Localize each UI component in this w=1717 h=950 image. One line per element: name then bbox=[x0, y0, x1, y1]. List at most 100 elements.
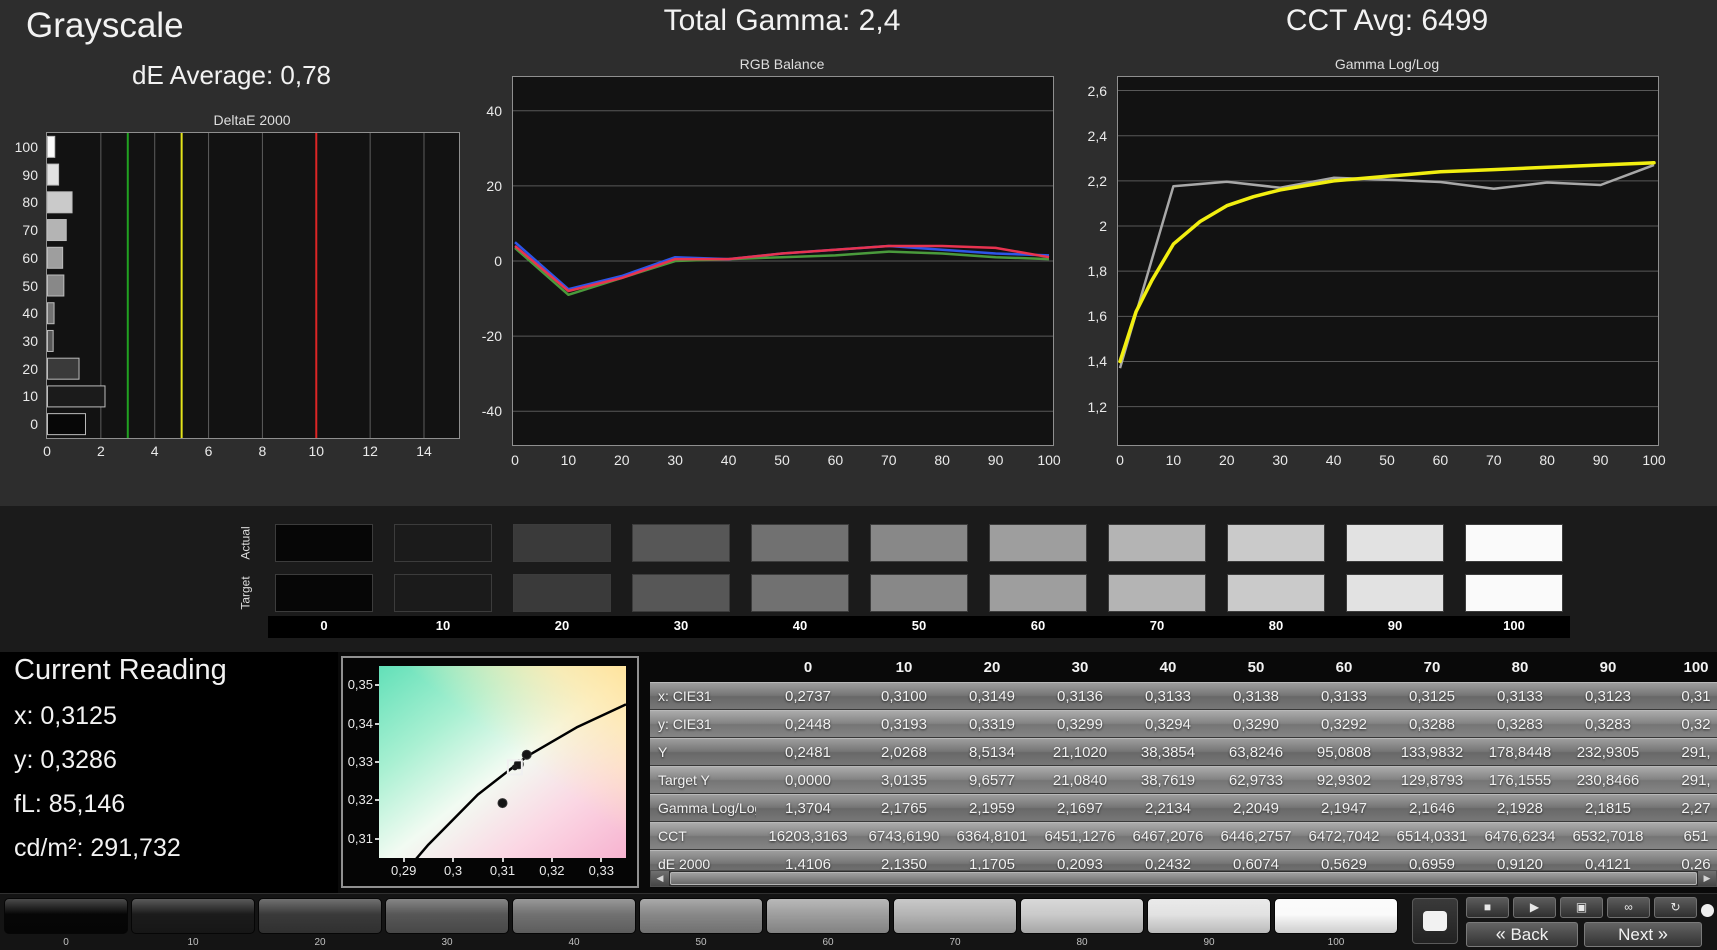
deltae-x-tick: 10 bbox=[308, 443, 325, 459]
table-header-row: 0 10 20 30 40 50 60 70 80 90 100 bbox=[650, 654, 1717, 682]
rgb-balance-chart-title: RGB Balance bbox=[739, 56, 825, 72]
actual-swatch-row bbox=[275, 524, 1563, 562]
pattern-swatch-60[interactable] bbox=[766, 898, 890, 934]
deltae-y-tick: 60 bbox=[22, 249, 38, 266]
actual-swatch-40 bbox=[751, 524, 849, 562]
cie-chart-panel: 0,35 0,34 0,33 0,32 0,31 0,29 0,3 0,31 0,32 0,33 bbox=[341, 656, 639, 888]
deltae-bar-70 bbox=[47, 219, 67, 242]
loop-button[interactable]: ∞ bbox=[1607, 897, 1650, 918]
c2-yaxis-tick: -20 bbox=[481, 328, 502, 345]
table-cell: 2,1765 bbox=[881, 800, 927, 817]
pattern-swatch-90[interactable] bbox=[1147, 898, 1271, 934]
pattern-swatch-20[interactable] bbox=[258, 898, 382, 934]
rgb-balance-x-axis: 0 10 20 30 40 50 60 70 80 90 100 bbox=[511, 452, 1061, 470]
level-label-30: 30 bbox=[673, 618, 689, 633]
cie-y-tickmark bbox=[375, 684, 379, 687]
level-label-40: 40 bbox=[792, 618, 808, 633]
table-cell: 0,2093 bbox=[1057, 856, 1103, 872]
table-cell: 6446,2757 bbox=[1220, 828, 1292, 845]
table-cell: 0,9120 bbox=[1497, 856, 1543, 872]
reading-label: cd/m²: bbox=[14, 834, 84, 862]
table-cell: 6467,2076 bbox=[1132, 828, 1204, 845]
pattern-window-button[interactable]: ▣ bbox=[1560, 897, 1603, 918]
cie-x-tick: 0,31 bbox=[489, 863, 516, 878]
play-button[interactable]: ▶ bbox=[1513, 897, 1556, 918]
table-cell: 2,1646 bbox=[1409, 800, 1455, 817]
cie-y-tickmark bbox=[375, 799, 379, 802]
deltae-bar-60 bbox=[47, 246, 64, 269]
table-cell: 6451,1276 bbox=[1044, 828, 1116, 845]
c2-xaxis-tick: 50 bbox=[774, 452, 790, 468]
pattern-swatch-10[interactable] bbox=[131, 898, 255, 934]
table-cell: 0,3319 bbox=[969, 716, 1015, 733]
table-column-header: 90 bbox=[1599, 659, 1617, 676]
cie-y-tick: 0,34 bbox=[347, 715, 373, 731]
pattern-window-button[interactable] bbox=[1412, 898, 1458, 944]
reading-x: x: 0,3125 bbox=[14, 702, 117, 731]
pattern-swatch-100[interactable] bbox=[1274, 898, 1398, 934]
actual-swatch-70 bbox=[1108, 524, 1206, 562]
pattern-swatch-70[interactable] bbox=[893, 898, 1017, 934]
deltae-y-tick: 30 bbox=[22, 332, 38, 349]
target-swatch-40 bbox=[751, 574, 849, 612]
table-column-header: 30 bbox=[1071, 659, 1089, 676]
deltae-y-tick: 100 bbox=[14, 138, 38, 155]
pattern-swatch-label-0: 0 bbox=[63, 937, 69, 948]
deltae-x-tick: 2 bbox=[96, 443, 105, 459]
level-label-0: 0 bbox=[320, 618, 328, 633]
stop-button[interactable]: ■ bbox=[1466, 897, 1509, 918]
pattern-bar: ■ ▶ ▣ ∞ ↻ « Back Next » 0 10 20 30 40 50 60 70 80 90 1… bbox=[0, 893, 1717, 950]
next-button[interactable]: Next » bbox=[1584, 922, 1702, 947]
back-chevron-icon: « bbox=[1495, 924, 1506, 944]
c3-xaxis-tick: 70 bbox=[1486, 452, 1502, 468]
table-cell: 0,3100 bbox=[881, 688, 927, 705]
pattern-swatch-0[interactable] bbox=[4, 898, 128, 934]
level-label-70: 70 bbox=[1149, 618, 1165, 633]
table-cell: 230,8466 bbox=[1576, 772, 1640, 789]
table-cell: 178,8448 bbox=[1488, 744, 1552, 761]
table-cell: 2,1350 bbox=[881, 856, 927, 872]
pattern-swatch-40[interactable] bbox=[512, 898, 636, 934]
table-cell: 0,0000 bbox=[785, 772, 831, 789]
level-label-10: 10 bbox=[435, 618, 451, 633]
scroll-right-button[interactable]: ▶ bbox=[1698, 871, 1716, 886]
actual-row-label: Actual bbox=[226, 524, 266, 562]
pattern-swatch-label-90: 90 bbox=[1203, 937, 1215, 948]
pattern-swatch-30[interactable] bbox=[385, 898, 509, 934]
table-cell: 6364,8101 bbox=[956, 828, 1028, 845]
c3-yaxis-tick: 2,4 bbox=[1087, 127, 1107, 144]
table-cell: 0,3283 bbox=[1497, 716, 1543, 733]
table-horizontal-scrollbar[interactable]: ◀ ▶ bbox=[650, 870, 1717, 887]
reading-label: x: bbox=[14, 702, 34, 730]
level-label-20: 20 bbox=[554, 618, 570, 633]
actual-swatch-20 bbox=[513, 524, 611, 562]
table-cell: 1,3704 bbox=[785, 800, 831, 817]
cie-y-tickmark bbox=[375, 837, 379, 840]
deltae-y-tick: 90 bbox=[22, 166, 38, 183]
play-icon: ▶ bbox=[1529, 900, 1540, 914]
table-cell: 0,3136 bbox=[1057, 688, 1103, 705]
reading-cdm: cd/m²: 291,732 bbox=[14, 834, 181, 863]
c2-xaxis-tick: 70 bbox=[881, 452, 897, 468]
back-button[interactable]: « Back bbox=[1466, 922, 1578, 947]
deltae-bar-40 bbox=[47, 302, 55, 325]
green-series-line bbox=[514, 246, 1050, 297]
scrollbar-thumb[interactable] bbox=[670, 872, 1697, 885]
actual-swatch-0 bbox=[275, 524, 373, 562]
pattern-swatch-50[interactable] bbox=[639, 898, 763, 934]
c3-xaxis-tick: 90 bbox=[1592, 452, 1609, 468]
table-row: Gamma Log/Log 1,3704 2,1765 2,1959 2,1697 2,2… bbox=[650, 794, 1717, 822]
target-swatch-90 bbox=[1346, 574, 1444, 612]
reading-fL: fL: 85,146 bbox=[14, 790, 125, 819]
cct-average-value: CCT Avg: 6499 bbox=[1285, 4, 1489, 37]
table-cell: 6743,6190 bbox=[868, 828, 940, 845]
pattern-swatch-80[interactable] bbox=[1020, 898, 1144, 934]
deltae-bar-0 bbox=[47, 413, 86, 436]
deltae-chart-title: DeltaE 2000 bbox=[213, 112, 291, 128]
deltae-x-tick: 0 bbox=[43, 443, 51, 459]
table-column-header: 70 bbox=[1423, 659, 1441, 676]
refresh-button[interactable]: ↻ bbox=[1654, 897, 1697, 918]
actual-swatch-10 bbox=[394, 524, 492, 562]
scroll-left-button[interactable]: ◀ bbox=[651, 871, 669, 886]
cie-chromaticity-diagram bbox=[379, 666, 626, 858]
